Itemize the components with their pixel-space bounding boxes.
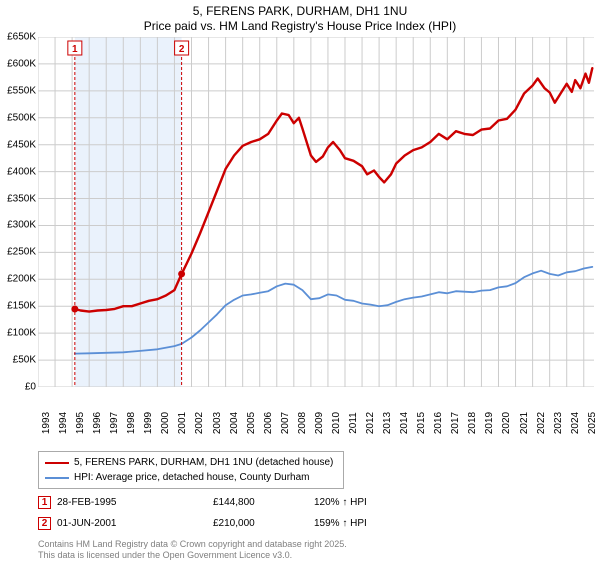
x-axis-tick-label: 2007 — [280, 412, 291, 434]
chart-title-address: 5, FERENS PARK, DURHAM, DH1 1NU — [0, 4, 600, 18]
footer-copyright: Contains HM Land Registry data © Crown c… — [38, 539, 600, 550]
x-axis-tick-label: 1998 — [126, 412, 137, 434]
legend-series-row: HPI: Average price, detached house, Coun… — [45, 470, 333, 485]
x-axis-tick-label: 2001 — [177, 412, 188, 434]
legend-series-label: 5, FERENS PARK, DURHAM, DH1 1NU (detache… — [74, 457, 333, 468]
legend-swatch — [45, 462, 69, 464]
x-axis-tick-label: 2000 — [160, 412, 171, 434]
x-axis-tick-label: 2014 — [399, 412, 410, 434]
x-axis-labels: 1993199419951996199719981999200020012002… — [38, 393, 594, 423]
legend-swatch — [45, 477, 69, 479]
y-axis-tick-label: £550K — [7, 85, 36, 96]
svg-text:1: 1 — [72, 44, 78, 55]
y-axis-tick-label: £400K — [7, 166, 36, 177]
svg-text:2: 2 — [179, 44, 185, 55]
x-axis-tick-label: 2006 — [263, 412, 274, 434]
x-axis-tick-label: 2022 — [536, 412, 547, 434]
legend-series-row: 5, FERENS PARK, DURHAM, DH1 1NU (detache… — [45, 455, 333, 470]
x-axis-tick-label: 1996 — [92, 412, 103, 434]
y-axis-tick-label: £0 — [25, 382, 36, 393]
sale-hpi: 159% ↑ HPI — [314, 518, 434, 529]
x-axis-tick-label: 2009 — [314, 412, 325, 434]
chart-plot: 12 — [38, 37, 594, 387]
legend-container: 5, FERENS PARK, DURHAM, DH1 1NU (detache… — [38, 451, 600, 531]
sale-date: 28-FEB-1995 — [57, 497, 207, 508]
x-axis-tick-label: 2024 — [570, 412, 581, 434]
y-axis-tick-label: £200K — [7, 274, 36, 285]
x-axis-tick-label: 2011 — [348, 412, 359, 434]
x-axis-tick-label: 2013 — [382, 412, 393, 434]
x-axis-tick-label: 1997 — [109, 412, 120, 434]
y-axis-tick-label: £300K — [7, 220, 36, 231]
sale-marker-icon: 2 — [38, 517, 51, 530]
legend-sale-row: 2 01-JUN-2001 £210,000 159% ↑ HPI — [38, 516, 600, 531]
legend-series-label: HPI: Average price, detached house, Coun… — [74, 472, 310, 483]
legend-box: 5, FERENS PARK, DURHAM, DH1 1NU (detache… — [38, 451, 344, 489]
x-axis-tick-label: 2002 — [194, 412, 205, 434]
y-axis-labels: £0£50K£100K£150K£200K£250K£300K£350K£400… — [0, 37, 38, 387]
x-axis-tick-label: 2005 — [246, 412, 257, 434]
x-axis-tick-label: 2010 — [331, 412, 342, 434]
x-axis-tick-label: 2023 — [553, 412, 564, 434]
y-axis-tick-label: £600K — [7, 58, 36, 69]
y-axis-tick-label: £350K — [7, 193, 36, 204]
chart-area: £0 £50K £100K £150K £200K £250K £300K £350K £400… — [0, 37, 594, 417]
y-axis-tick-label: £50K — [13, 355, 36, 366]
x-axis-tick-label: 1994 — [58, 412, 69, 434]
x-axis-tick-label: 2021 — [519, 412, 530, 434]
x-axis-tick-label: 2012 — [365, 412, 376, 434]
sale-hpi: 120% ↑ HPI — [314, 497, 434, 508]
sale-price: £210,000 — [213, 518, 308, 529]
x-axis-tick-label: 2003 — [212, 412, 223, 434]
x-axis-tick-label: 1993 — [41, 412, 52, 434]
y-axis-tick-label: £500K — [7, 112, 36, 123]
x-axis-tick-label: 1999 — [143, 412, 154, 434]
x-axis-tick-label: 2025 — [587, 412, 598, 434]
sale-date: 01-JUN-2001 — [57, 518, 207, 529]
x-axis-tick-label: 1995 — [75, 412, 86, 434]
y-axis-tick-label: £100K — [7, 328, 36, 339]
x-axis-tick-label: 2020 — [501, 412, 512, 434]
x-axis-tick-label: 2015 — [416, 412, 427, 434]
x-axis-tick-label: 2018 — [467, 412, 478, 434]
sale-marker-icon: 1 — [38, 496, 51, 509]
y-axis-tick-label: £450K — [7, 139, 36, 150]
y-axis-tick-label: £150K — [7, 301, 36, 312]
x-axis-tick-label: 2019 — [484, 412, 495, 434]
x-axis-tick-label: 2004 — [229, 412, 240, 434]
x-axis-tick-label: 2016 — [433, 412, 444, 434]
y-axis-tick-label: £250K — [7, 247, 36, 258]
y-axis-tick-label: £650K — [7, 32, 36, 43]
chart-title-subtitle: Price paid vs. HM Land Registry's House … — [0, 19, 600, 33]
x-axis-tick-label: 2008 — [297, 412, 308, 434]
chart-footer: Contains HM Land Registry data © Crown c… — [38, 539, 600, 562]
sale-price: £144,800 — [213, 497, 308, 508]
x-axis-tick-label: 2017 — [450, 412, 461, 434]
legend-sale-row: 1 28-FEB-1995 £144,800 120% ↑ HPI — [38, 495, 600, 510]
